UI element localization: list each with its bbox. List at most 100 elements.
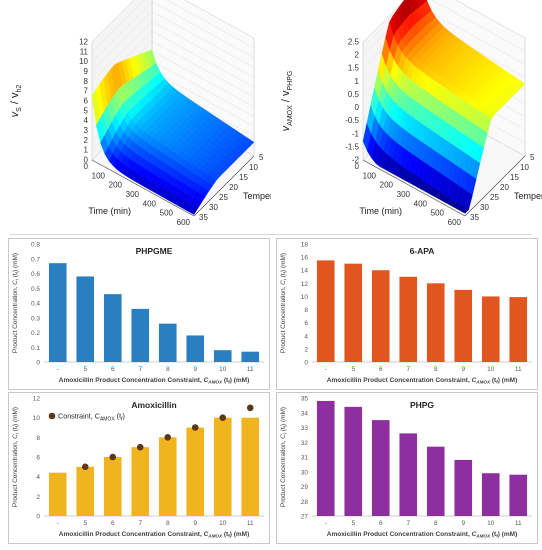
x-axis-label: Amoxicillin Product Concentration Constr… (327, 377, 517, 385)
temp-tick-label: 15 (239, 173, 248, 182)
x-tick-label: 9 (193, 520, 197, 527)
x-tick-label: 7 (138, 366, 142, 373)
temp-tick-label: 20 (229, 183, 238, 192)
temp-axis-label: Temperature (°C) (243, 191, 271, 201)
y-tick-label: 0.4 (31, 301, 40, 308)
y-tick-label: 6 (304, 320, 308, 327)
x-tick-label: 10 (487, 366, 495, 373)
y-tick-label: 8 (36, 435, 40, 442)
bar (48, 472, 67, 516)
z-tick-label: -1 (352, 129, 360, 138)
constraint-marker (109, 453, 117, 461)
bar (316, 260, 335, 362)
z-tick-label: 7 (84, 87, 89, 96)
x-tick-label: 11 (515, 520, 522, 527)
y-tick-label: 0.3 (31, 315, 40, 322)
temp-axis-line (464, 155, 526, 217)
temp-tick-label: 35 (470, 213, 479, 222)
bar (371, 420, 390, 516)
y-axis-label: Product Concentration, Ci (tf) (mM) (280, 253, 288, 353)
temp-tick-label: 15 (510, 173, 519, 182)
y-tick-label: 18 (301, 242, 309, 249)
x-tick-label: 8 (166, 366, 170, 373)
x-axis-label: Amoxicillin Product Concentration Constr… (59, 377, 249, 385)
x-tick-label: 6 (111, 520, 115, 527)
bar-chart-amoxicillin: 0 2 4 6 8 10 12 - 5 6 7 8 9 10 11 Constraint, CAMOX (tf… (8, 392, 270, 544)
time-tick-label: 500 (431, 209, 445, 218)
x-tick-label: 10 (219, 366, 227, 373)
bar (213, 350, 232, 362)
x-tick-label: 6 (111, 366, 115, 373)
grid-line (91, 0, 255, 43)
x-tick-label: 11 (515, 366, 522, 373)
temp-tick-label: 5 (259, 153, 264, 162)
constraint-marker (219, 414, 227, 421)
temp-tick-label: 25 (490, 193, 499, 202)
x-tick-label: 8 (166, 520, 170, 527)
x-tick-label: 6 (379, 520, 383, 527)
y-tick-label: 28 (301, 499, 309, 506)
temp-axis-label: Temperature (°C) (514, 191, 542, 201)
x-axis-label: Amoxicillin Product Concentration Constr… (327, 531, 517, 539)
x-tick-label: 8 (434, 520, 438, 527)
z-tick-label: 2.5 (348, 38, 360, 47)
z-axis-label: vS / vh2 (9, 85, 23, 118)
grid-line (91, 0, 255, 53)
y-tick-label: 0.6 (31, 271, 40, 278)
bar (158, 323, 177, 362)
time-axis-line (91, 159, 195, 217)
y-axis-label: Product Concentration, Ci (tf) (mM) (12, 407, 20, 507)
surface-plot-vs-ratio-svg: 0123456789101112010020030040050060051015… (9, 0, 271, 227)
z-tick-label: 0 (355, 103, 360, 112)
x-tick-label: 11 (247, 520, 254, 527)
temp-tick-label: 10 (249, 163, 258, 172)
z-axis-label: vAMOX / vPHPG (280, 71, 294, 132)
bar-chart-phpg-svg: 27 28 29 30 31 32 33 34 35 - 5 6 7 8 9 10 11 PHPG Amoxicil… (276, 392, 538, 544)
bar (371, 270, 390, 362)
bar (158, 437, 177, 516)
x-tick-label: 8 (434, 366, 438, 373)
time-tick-label: 600 (448, 218, 462, 227)
x-tick-label: 9 (461, 366, 465, 373)
bar (509, 297, 528, 362)
y-tick-label: 27 (301, 514, 309, 521)
grid-line (362, 0, 526, 43)
bar (316, 400, 335, 516)
y-tick-label: 29 (301, 484, 309, 491)
bar (48, 263, 67, 362)
z-tick-label: 4 (84, 116, 89, 125)
bar (481, 473, 500, 516)
bar-chart-6apa-svg: 0 2 4 6 8 10 12 14 16 18 - 5 6 7 8 9 10 11 6-APA Amoxicilli… (276, 238, 538, 390)
x-tick-label: 10 (487, 520, 495, 527)
bar (76, 276, 95, 362)
bar (481, 296, 500, 362)
y-tick-label: 0 (304, 360, 308, 367)
grid-line (362, 0, 526, 56)
y-tick-label: 0.1 (31, 345, 40, 352)
z-tick-label: 5 (84, 106, 89, 115)
time-tick-label: 100 (363, 171, 377, 180)
time-tick-label: 200 (109, 181, 123, 190)
temp-tick-label: 35 (199, 213, 208, 222)
chart-title: 6-APA (410, 246, 435, 256)
x-tick-label: 5 (351, 520, 355, 527)
bar (509, 474, 528, 516)
constraint-marker (136, 443, 144, 451)
bar (399, 276, 418, 362)
x-tick-label: 11 (247, 366, 254, 373)
bar-chart-amoxicillin-svg: 0 2 4 6 8 10 12 - 5 6 7 8 9 10 11 Constraint, CAMOX (tf… (8, 392, 270, 544)
x-tick-label: - (325, 366, 327, 373)
y-tick-label: 0.5 (31, 286, 40, 293)
y-tick-label: 0 (36, 360, 40, 367)
z-tick-label: 0 (84, 156, 89, 165)
legend-label: Constraint, CAMOX (tf) (58, 412, 125, 423)
constraint-marker (246, 404, 254, 412)
chart-title: PHPG (410, 400, 434, 410)
bar (426, 446, 445, 516)
x-tick-label: 7 (406, 366, 410, 373)
y-tick-label: 6 (36, 455, 40, 462)
x-tick-label: 9 (461, 520, 465, 527)
bar (131, 308, 150, 362)
y-tick-label: 12 (33, 396, 41, 403)
time-tick-label: 400 (414, 199, 428, 208)
